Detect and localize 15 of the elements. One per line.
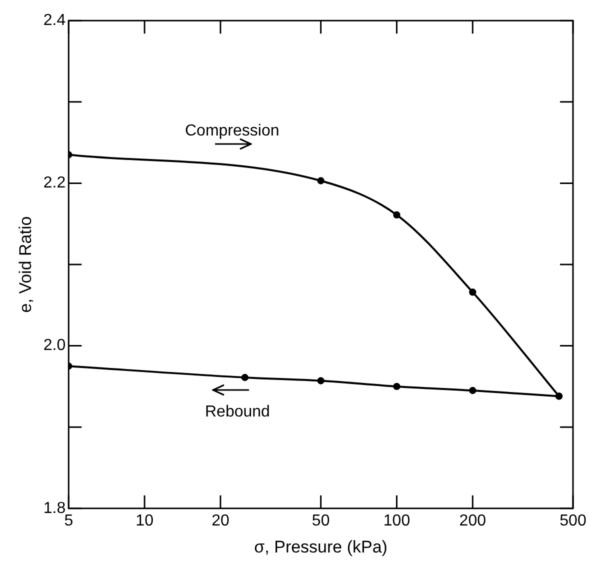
y-tick-label: 2.0 bbox=[43, 337, 66, 354]
annotation: Compression bbox=[185, 122, 280, 140]
x-tick-label: 100 bbox=[383, 512, 410, 530]
y-tick-label: 2.2 bbox=[43, 174, 66, 192]
x-axis-title: σ, Pressure (kPa) bbox=[254, 537, 388, 556]
x-tick-label: 20 bbox=[212, 512, 230, 530]
x-tick-label: 10 bbox=[136, 512, 154, 530]
x-tick-label: 50 bbox=[312, 512, 330, 530]
y-tick-label: 2.4 bbox=[43, 12, 66, 30]
y-axis-title: e, Void Ratio bbox=[16, 216, 35, 313]
x-tick-label: 500 bbox=[560, 512, 586, 530]
x-tick-label: 200 bbox=[459, 512, 486, 530]
annotation: Rebound bbox=[205, 403, 270, 420]
y-tick-label: 1.8 bbox=[43, 500, 66, 517]
x-tick-label: 5 bbox=[64, 512, 74, 530]
